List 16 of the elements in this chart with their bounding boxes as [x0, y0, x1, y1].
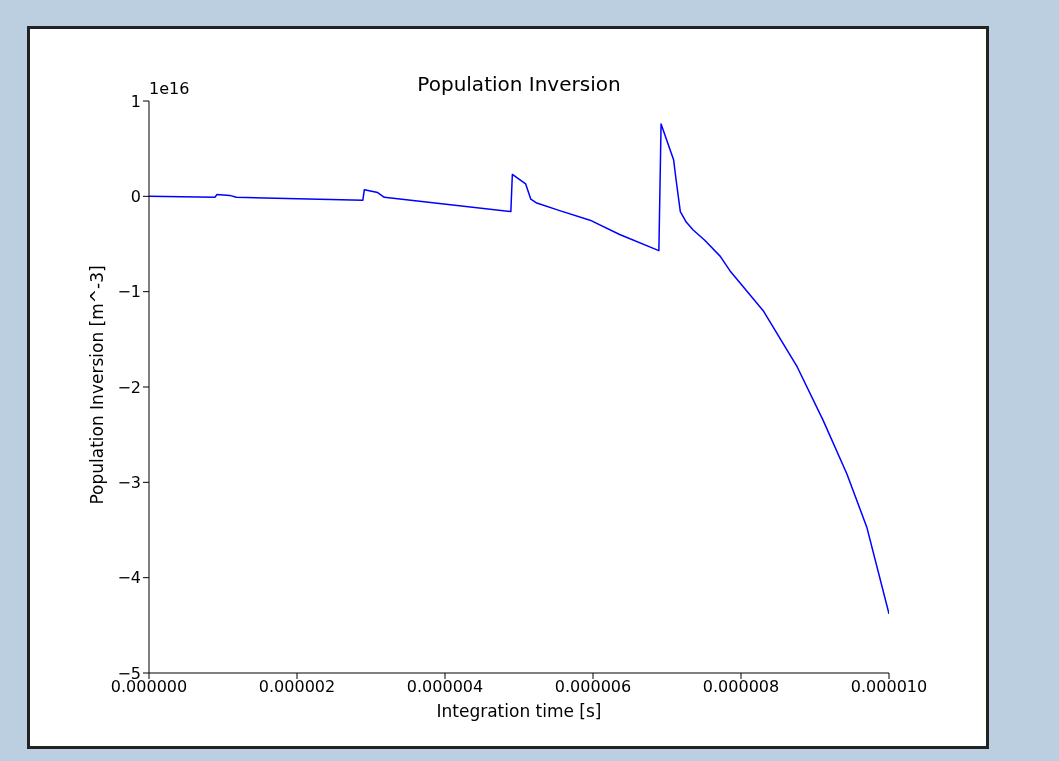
x-tick-label: 0.000004	[406, 677, 484, 697]
text: 1e16	[149, 79, 190, 98]
y-axis-title: Population Inversion [m^-3]	[87, 264, 107, 507]
chart-title: Population Inversion	[417, 72, 621, 96]
x-tick-label: 0.000002	[258, 677, 336, 697]
x-tick-label: 0.000008	[702, 677, 780, 697]
y-tick-label: 1	[130, 91, 141, 111]
y-tick-label: −3	[117, 473, 141, 493]
y-tick-label: −1	[117, 282, 141, 302]
y-tick-label: −4	[117, 568, 141, 588]
y-tick-label: 0	[130, 187, 141, 207]
x-tick-label: 0.000006	[554, 677, 632, 697]
line-series	[149, 123, 889, 615]
x-tick-label: 0.000010	[850, 677, 928, 697]
x-axis-title: Integration time [s]	[435, 701, 603, 721]
y-tick-label: −2	[117, 377, 141, 397]
